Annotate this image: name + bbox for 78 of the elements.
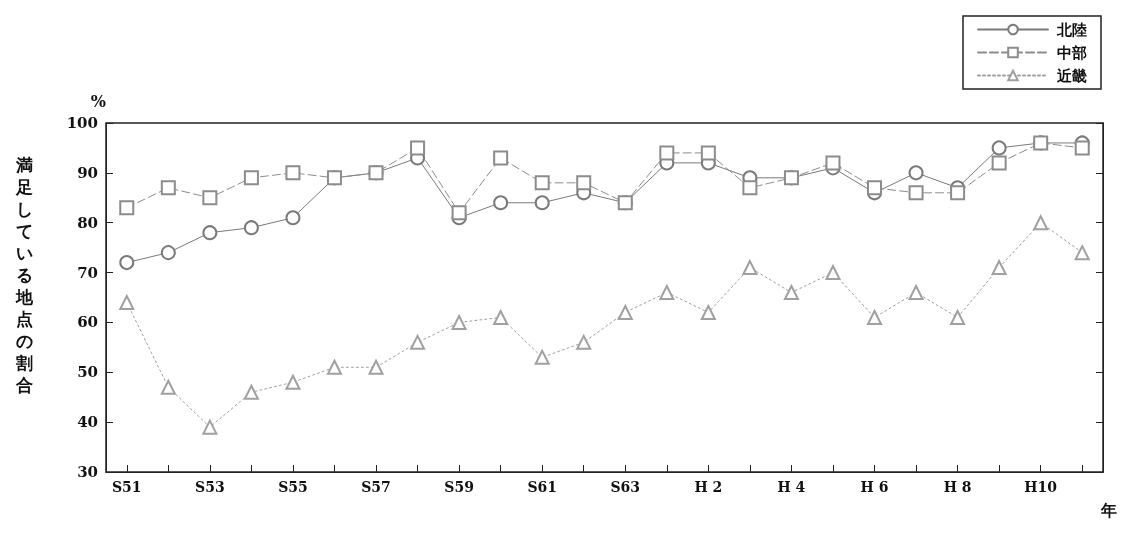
x-tick-label: S61 bbox=[527, 479, 557, 495]
y-tick-label: 60 bbox=[77, 313, 98, 332]
point bbox=[908, 185, 924, 201]
y-tick-label: 40 bbox=[77, 413, 98, 432]
point bbox=[908, 285, 924, 301]
point bbox=[119, 294, 135, 310]
point bbox=[326, 359, 342, 375]
point bbox=[285, 165, 301, 181]
point bbox=[243, 170, 259, 186]
point bbox=[368, 359, 384, 375]
x-tick-label: S57 bbox=[361, 479, 391, 495]
point bbox=[243, 384, 259, 400]
point bbox=[534, 349, 550, 365]
point bbox=[659, 145, 675, 161]
point bbox=[1074, 245, 1090, 261]
point bbox=[991, 140, 1007, 156]
point bbox=[867, 180, 883, 196]
point bbox=[576, 334, 592, 350]
point bbox=[659, 285, 675, 301]
point bbox=[160, 245, 176, 261]
x-tick-label: H 4 bbox=[777, 479, 806, 495]
point bbox=[867, 309, 883, 325]
x-axis-title: 年 bbox=[1100, 500, 1117, 520]
point bbox=[493, 309, 509, 325]
point bbox=[991, 260, 1007, 276]
point bbox=[119, 255, 135, 271]
x-tick-label: H 6 bbox=[860, 479, 889, 495]
point bbox=[783, 285, 799, 301]
x-tick-label: H10 bbox=[1024, 479, 1058, 495]
point bbox=[700, 304, 716, 320]
point bbox=[617, 304, 633, 320]
point bbox=[950, 309, 966, 325]
y-tick-label: 100 bbox=[66, 114, 98, 132]
point bbox=[825, 265, 841, 281]
point bbox=[576, 175, 592, 191]
point bbox=[742, 180, 758, 196]
point bbox=[119, 200, 135, 216]
point bbox=[534, 175, 550, 191]
y-tick-label: 80 bbox=[77, 213, 98, 232]
point bbox=[202, 419, 218, 435]
x-tick-label: S59 bbox=[444, 479, 474, 495]
point bbox=[742, 260, 758, 276]
x-tick-label: H 2 bbox=[694, 479, 723, 495]
point bbox=[285, 210, 301, 226]
point bbox=[285, 374, 301, 390]
point bbox=[1074, 140, 1090, 156]
legend-label: 近畿 bbox=[1056, 66, 1087, 85]
point bbox=[202, 225, 218, 241]
point bbox=[825, 155, 841, 171]
legend-label: 北陸 bbox=[1056, 20, 1087, 39]
y-tick-label: 70 bbox=[77, 263, 98, 282]
point bbox=[160, 180, 176, 196]
x-tick-label: H 8 bbox=[943, 479, 972, 495]
point bbox=[950, 185, 966, 201]
point bbox=[243, 220, 259, 236]
y-tick-label: 50 bbox=[77, 363, 98, 382]
legend-label: 中部 bbox=[1057, 43, 1087, 62]
point bbox=[451, 205, 467, 221]
text: % bbox=[90, 91, 106, 111]
y-tick-label: 90 bbox=[77, 163, 98, 182]
x-tick-label: S63 bbox=[610, 479, 641, 495]
point bbox=[160, 379, 176, 395]
text: 満足している地点の割合 bbox=[16, 155, 33, 395]
point bbox=[493, 195, 509, 211]
y-tick-label: 30 bbox=[77, 463, 98, 481]
point bbox=[1033, 215, 1049, 231]
point bbox=[700, 145, 716, 161]
point bbox=[410, 140, 426, 156]
point bbox=[493, 150, 509, 166]
x-tick-label: S55 bbox=[278, 479, 308, 495]
x-tick-label: S53 bbox=[195, 479, 225, 495]
point bbox=[451, 314, 467, 330]
point bbox=[908, 165, 924, 181]
point bbox=[991, 155, 1007, 171]
point bbox=[202, 190, 218, 206]
point bbox=[534, 195, 550, 211]
point bbox=[410, 334, 426, 350]
x-tick-label: S51 bbox=[111, 479, 142, 495]
